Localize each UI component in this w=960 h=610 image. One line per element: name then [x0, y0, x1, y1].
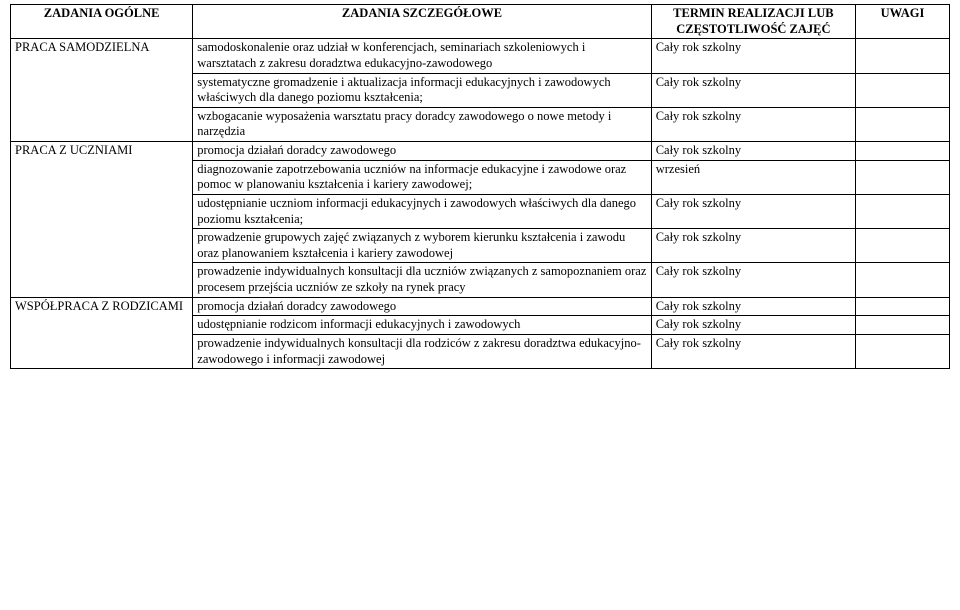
section-label: WSPÓŁPRACA Z RODZICAMI — [11, 297, 193, 369]
notes-cell — [856, 334, 950, 368]
tasks-table: ZADANIA OGÓLNE ZADANIA SZCZEGÓŁOWE TERMI… — [10, 4, 950, 369]
task-cell: wzbogacanie wyposażenia warsztatu pracy … — [193, 107, 651, 141]
term-cell: Cały rok szkolny — [651, 194, 855, 228]
section-label: PRACA SAMODZIELNA — [11, 39, 193, 142]
header-col3: TERMIN REALIZACJI LUB CZĘSTOTLIWOŚĆ ZAJĘ… — [651, 5, 855, 39]
term-cell: Cały rok szkolny — [651, 73, 855, 107]
task-cell: samodoskonalenie oraz udział w konferenc… — [193, 39, 651, 73]
task-cell: promocja działań doradcy zawodowego — [193, 297, 651, 316]
task-cell: prowadzenie grupowych zajęć związanych z… — [193, 229, 651, 263]
notes-cell — [856, 316, 950, 335]
term-cell: Cały rok szkolny — [651, 39, 855, 73]
term-cell: Cały rok szkolny — [651, 107, 855, 141]
notes-cell — [856, 160, 950, 194]
notes-cell — [856, 39, 950, 73]
term-cell: Cały rok szkolny — [651, 142, 855, 161]
notes-cell — [856, 229, 950, 263]
task-cell: systematyczne gromadzenie i aktualizacja… — [193, 73, 651, 107]
document-page: ZADANIA OGÓLNE ZADANIA SZCZEGÓŁOWE TERMI… — [0, 0, 960, 379]
task-cell: udostępnianie rodzicom informacji edukac… — [193, 316, 651, 335]
term-cell: Cały rok szkolny — [651, 297, 855, 316]
term-cell: wrzesień — [651, 160, 855, 194]
task-cell: diagnozowanie zapotrzebowania uczniów na… — [193, 160, 651, 194]
table-header-row: ZADANIA OGÓLNE ZADANIA SZCZEGÓŁOWE TERMI… — [11, 5, 950, 39]
notes-cell — [856, 297, 950, 316]
notes-cell — [856, 263, 950, 297]
notes-cell — [856, 73, 950, 107]
notes-cell — [856, 142, 950, 161]
task-cell: prowadzenie indywidualnych konsultacji d… — [193, 263, 651, 297]
term-cell: Cały rok szkolny — [651, 316, 855, 335]
term-cell: Cały rok szkolny — [651, 229, 855, 263]
section-label: PRACA Z UCZNIAMI — [11, 142, 193, 298]
task-cell: promocja działań doradcy zawodowego — [193, 142, 651, 161]
header-col2: ZADANIA SZCZEGÓŁOWE — [193, 5, 651, 39]
header-col4: UWAGI — [856, 5, 950, 39]
notes-cell — [856, 194, 950, 228]
term-cell: Cały rok szkolny — [651, 334, 855, 368]
task-cell: udostępnianie uczniom informacji edukacy… — [193, 194, 651, 228]
task-cell: prowadzenie indywidualnych konsultacji d… — [193, 334, 651, 368]
header-col1: ZADANIA OGÓLNE — [11, 5, 193, 39]
table-row: PRACA Z UCZNIAMI promocja działań doradc… — [11, 142, 950, 161]
term-cell: Cały rok szkolny — [651, 263, 855, 297]
table-row: WSPÓŁPRACA Z RODZICAMI promocja działań … — [11, 297, 950, 316]
table-body: PRACA SAMODZIELNA samodoskonalenie oraz … — [11, 39, 950, 369]
table-row: PRACA SAMODZIELNA samodoskonalenie oraz … — [11, 39, 950, 73]
notes-cell — [856, 107, 950, 141]
